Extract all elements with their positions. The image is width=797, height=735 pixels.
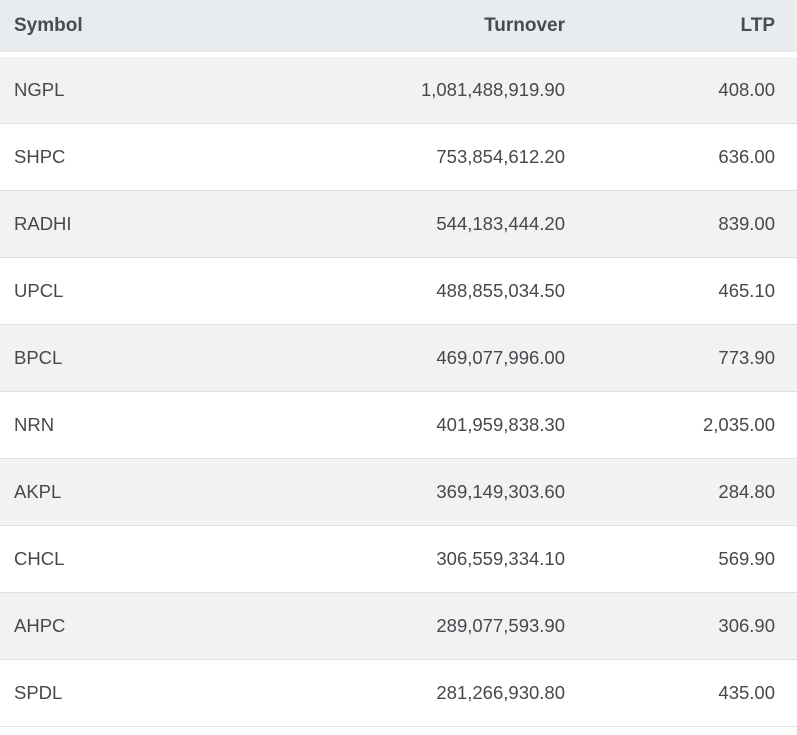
turnover-cell: 469,077,996.00 [285,325,565,392]
turnover-cell: 369,149,303.60 [285,459,565,526]
turnover-cell: 488,855,034.50 [285,258,565,325]
symbol-cell: BPCL [0,325,285,392]
ltp-cell: 569.90 [565,526,797,593]
symbol-cell: NGPL [0,57,285,124]
table-row[interactable]: RADHI 544,183,444.20 839.00 [0,191,797,258]
symbol-cell: AHPC [0,593,285,660]
ltp-cell: 284.80 [565,459,797,526]
table-row[interactable]: AHPC 289,077,593.90 306.90 [0,593,797,660]
ltp-cell: 839.00 [565,191,797,258]
ltp-cell: 408.00 [565,57,797,124]
table-row[interactable]: AKPL 369,149,303.60 284.80 [0,459,797,526]
turnover-cell: 401,959,838.30 [285,392,565,459]
turnover-cell: 289,077,593.90 [285,593,565,660]
header-row: Symbol Turnover LTP [0,0,797,57]
turnover-cell: 544,183,444.20 [285,191,565,258]
table-row[interactable]: NGPL 1,081,488,919.90 408.00 [0,57,797,124]
symbol-cell: CHCL [0,526,285,593]
column-header-turnover[interactable]: Turnover [285,0,565,57]
turnover-cell: 306,559,334.10 [285,526,565,593]
table-row[interactable]: BPCL 469,077,996.00 773.90 [0,325,797,392]
table-row[interactable]: SPDL 281,266,930.80 435.00 [0,660,797,727]
symbol-cell: SPDL [0,660,285,727]
symbol-cell: AKPL [0,459,285,526]
table-body: NGPL 1,081,488,919.90 408.00 SHPC 753,85… [0,57,797,727]
ltp-cell: 773.90 [565,325,797,392]
column-header-ltp[interactable]: LTP [565,0,797,57]
symbol-cell: UPCL [0,258,285,325]
column-header-symbol[interactable]: Symbol [0,0,285,57]
symbol-cell: RADHI [0,191,285,258]
table-row[interactable]: NRN 401,959,838.30 2,035.00 [0,392,797,459]
symbol-cell: NRN [0,392,285,459]
table-row[interactable]: CHCL 306,559,334.10 569.90 [0,526,797,593]
symbol-cell: SHPC [0,124,285,191]
turnover-cell: 281,266,930.80 [285,660,565,727]
ltp-cell: 636.00 [565,124,797,191]
table-row[interactable]: UPCL 488,855,034.50 465.10 [0,258,797,325]
turnover-cell: 753,854,612.20 [285,124,565,191]
ltp-cell: 465.10 [565,258,797,325]
turnover-cell: 1,081,488,919.90 [285,57,565,124]
ltp-cell: 306.90 [565,593,797,660]
ltp-cell: 435.00 [565,660,797,727]
ltp-cell: 2,035.00 [565,392,797,459]
table-row[interactable]: SHPC 753,854,612.20 636.00 [0,124,797,191]
